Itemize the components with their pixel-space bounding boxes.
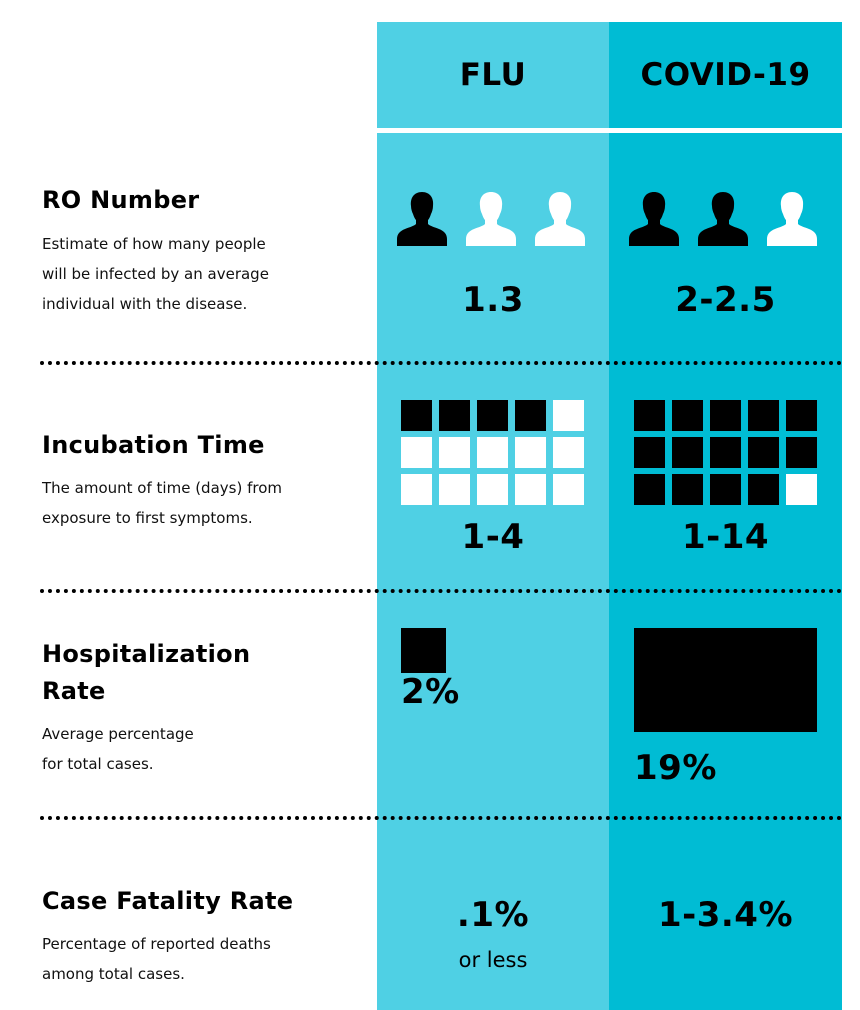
flu-fatality-value: .1%	[456, 895, 530, 935]
flu-hospitalization-box	[401, 628, 446, 673]
covid-day-cell	[710, 474, 741, 505]
covid-header: COVID-19	[640, 57, 811, 93]
header-divider	[377, 128, 842, 133]
ro-title: RO Number	[42, 186, 200, 214]
flu-column: FLU	[377, 22, 609, 1010]
flu-day-cell	[439, 474, 470, 505]
flu-person-icon	[465, 190, 517, 246]
row-divider	[40, 816, 842, 820]
flu-day-cell	[553, 474, 584, 505]
covid-day-cell	[672, 437, 703, 468]
incubation-desc-2: exposure to first symptoms.	[42, 509, 253, 527]
covid-person-icon	[766, 190, 818, 246]
covid-fatality-value: 1-3.4%	[657, 895, 794, 935]
covid-incubation-value: 1-14	[681, 517, 770, 557]
covid-ro-value: 2-2.5	[675, 280, 776, 320]
incubation-title: Incubation Time	[42, 431, 265, 459]
flu-day-cell	[515, 400, 546, 431]
flu-day-cell	[477, 437, 508, 468]
fatality-desc-2: among total cases.	[42, 965, 185, 983]
flu-ro-value: 1.3	[462, 280, 524, 320]
covid-day-cell	[672, 474, 703, 505]
flu-header: FLU	[459, 57, 527, 93]
flu-day-cell	[477, 474, 508, 505]
covid-hospitalization-value: 19%	[634, 748, 717, 788]
row-divider	[40, 361, 842, 365]
flu-day-cell	[553, 437, 584, 468]
covid-day-cell	[786, 474, 817, 505]
flu-incubation-value: 1-4	[461, 517, 525, 557]
flu-fatality-sub: or less	[458, 948, 528, 972]
covid-hospitalization-box	[634, 628, 817, 732]
flu-day-cell	[439, 400, 470, 431]
ro-desc-3: individual with the disease.	[42, 295, 248, 313]
hospitalization-desc-1: Average percentage	[42, 725, 194, 743]
covid-column: COVID-19	[609, 22, 842, 1010]
ro-desc-2: will be infected by an average	[42, 265, 269, 283]
ro-desc-1: Estimate of how many people	[42, 235, 266, 253]
covid-day-cell	[710, 437, 741, 468]
covid-day-cell	[748, 400, 779, 431]
flu-person-icon	[396, 190, 448, 246]
covid-day-cell	[672, 400, 703, 431]
flu-day-cell	[439, 437, 470, 468]
flu-day-cell	[401, 437, 432, 468]
covid-day-cell	[634, 474, 665, 505]
hospitalization-desc-2: for total cases.	[42, 755, 154, 773]
covid-day-cell	[634, 400, 665, 431]
flu-day-cell	[401, 474, 432, 505]
covid-day-cell	[748, 474, 779, 505]
covid-day-cell	[634, 437, 665, 468]
covid-day-cell	[710, 400, 741, 431]
covid-person-icon	[697, 190, 749, 246]
flu-person-icon	[534, 190, 586, 246]
fatality-title: Case Fatality Rate	[42, 887, 294, 915]
flu-day-cell	[401, 400, 432, 431]
fatality-desc-1: Percentage of reported deaths	[42, 935, 271, 953]
flu-day-cell	[515, 437, 546, 468]
flu-hospitalization-value: 2%	[401, 672, 460, 712]
covid-day-cell	[786, 400, 817, 431]
hospitalization-title-1: Hospitalization	[42, 640, 251, 668]
row-divider	[40, 589, 842, 593]
covid-person-icon	[628, 190, 680, 246]
hospitalization-title-2: Rate	[42, 677, 106, 705]
covid-day-cell	[748, 437, 779, 468]
incubation-desc-1: The amount of time (days) from	[42, 479, 282, 497]
covid-day-cell	[786, 437, 817, 468]
flu-day-cell	[553, 400, 584, 431]
flu-day-cell	[515, 474, 546, 505]
flu-day-cell	[477, 400, 508, 431]
